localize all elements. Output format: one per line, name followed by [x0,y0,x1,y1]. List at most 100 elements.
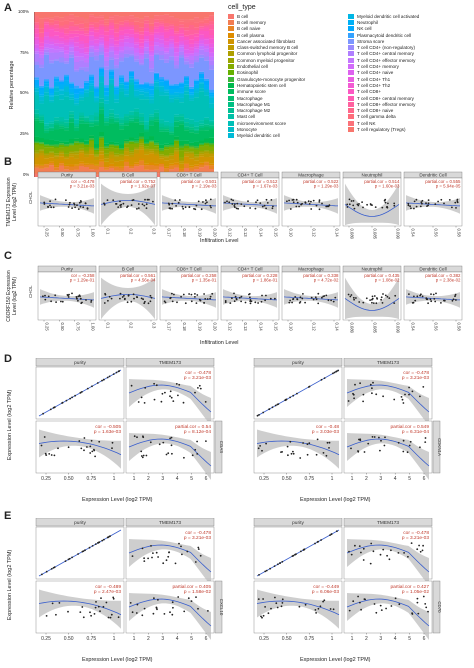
data-point [224,301,227,304]
stacked-bar-segment [64,85,70,88]
stacked-bar-segment [69,39,75,43]
data-point [50,300,52,303]
stacked-bar-segment [69,119,75,123]
stacked-bar-segment [189,165,195,168]
stacked-bar-segment [79,166,85,172]
stacked-bar-segment [39,85,45,88]
stacked-bar-segment [74,165,80,170]
stacked-bar-segment [104,115,110,118]
data-point [106,376,109,379]
stacked-bar-segment [34,22,40,25]
stacked-bar-segment [169,35,175,40]
stacked-bar-segment [49,38,55,42]
data-point [120,203,123,206]
data-point [151,556,153,559]
data-point [233,205,236,207]
facet-title: Neutrophil [362,173,383,178]
stacked-bar-segment [159,151,165,155]
stacked-bar-segment [109,29,115,36]
stacked-bar-segment [204,124,210,127]
stat-cor: partial.cor = 0.501 [181,179,217,184]
data-point [55,301,57,303]
stat-p: p = 3.21e-03 [402,535,429,541]
legend-item: Macrophage [228,95,263,101]
stacked-bar-segment [49,139,55,145]
data-point [302,442,304,444]
data-point [320,539,322,541]
grid-header-purity: purity [74,360,86,366]
data-point [296,392,298,395]
data-point [336,530,338,533]
stacked-bar-segment [129,166,135,169]
stacked-bar-segment [179,163,185,169]
stacked-bar-segment [164,47,170,52]
panel-a-legend-col2: Myeloid dendritic cell activated Neutroph… [348,13,473,138]
stacked-bar-segment [84,140,90,144]
stacked-bar-segment [144,47,150,52]
legend-swatch [348,70,354,76]
stacked-bar-segment [74,51,80,57]
data-point [274,404,277,407]
stacked-bar-segment [99,29,105,35]
stacked-bar-segment [34,142,40,145]
stacked-bar-segment [119,75,125,78]
stacked-bar-segment [169,43,175,48]
stacked-bar-segment [179,24,185,28]
data-point [226,200,228,203]
stacked-bar-segment [89,88,95,92]
data-point [422,595,425,598]
stacked-bar-segment [209,168,214,175]
stacked-bar-segment [199,162,205,165]
stacked-bar-segment [99,159,105,162]
stacked-bar-segment [129,50,135,55]
stacked-bar-segment [174,95,180,98]
data-point [403,552,405,554]
stacked-bar-segment [164,129,170,132]
data-point [304,201,307,204]
stacked-bar-segment [169,142,175,145]
stacked-bar-segment [129,29,135,35]
stacked-bar-segment [114,144,120,146]
data-point [178,383,181,386]
stacked-bar-segment [159,25,165,28]
stacked-bar-segment [179,33,185,37]
data-point [197,200,200,203]
stacked-bar-segment [124,53,130,58]
stacked-bar-segment [119,39,125,43]
stacked-bar-segment [49,100,55,103]
stacked-bar-segment [99,138,105,141]
stacked-bar-segment [134,55,140,60]
stat-cor: partial.cor = 0.512 [242,179,278,184]
stacked-bar-segment [34,165,40,168]
stacked-bar-segment [39,168,45,173]
legend-label: Myeloid dendritic cell [237,133,280,139]
stacked-bar-segment [159,59,165,78]
stacked-bar-segment [159,35,165,40]
stacked-bar-segment [119,166,125,168]
stacked-bar-segment [174,25,180,32]
x-tick-label: 4 [394,476,397,482]
stacked-bar-segment [49,87,55,89]
data-point [328,441,331,444]
stacked-bar-segment [169,85,175,90]
stacked-bar-segment [134,140,140,143]
data-point [67,294,69,297]
stacked-bar-segment [134,81,140,85]
panel-b-ylabel: TMEM173 Expression Level (log2 TPM) [6,166,18,238]
legend-item: Monocyte [228,126,257,133]
stacked-bar-segment [79,120,85,124]
stacked-bar-segment [134,33,140,39]
stacked-bar-segment [129,85,135,112]
stacked-bar-segment [154,112,160,118]
data-point [89,452,92,454]
stacked-bar-segment [189,147,195,149]
stacked-bar-segment [39,51,45,55]
stacked-bar-segment [119,144,125,149]
legend-item: Neutrophil [348,19,378,25]
fit-line [128,384,212,413]
data-point [71,396,73,399]
stacked-bar-segment [169,153,175,156]
stacked-bar-segment [144,88,150,91]
stacked-bar-segment [169,131,175,133]
panel-a-legend-title: cell_type [228,4,256,11]
